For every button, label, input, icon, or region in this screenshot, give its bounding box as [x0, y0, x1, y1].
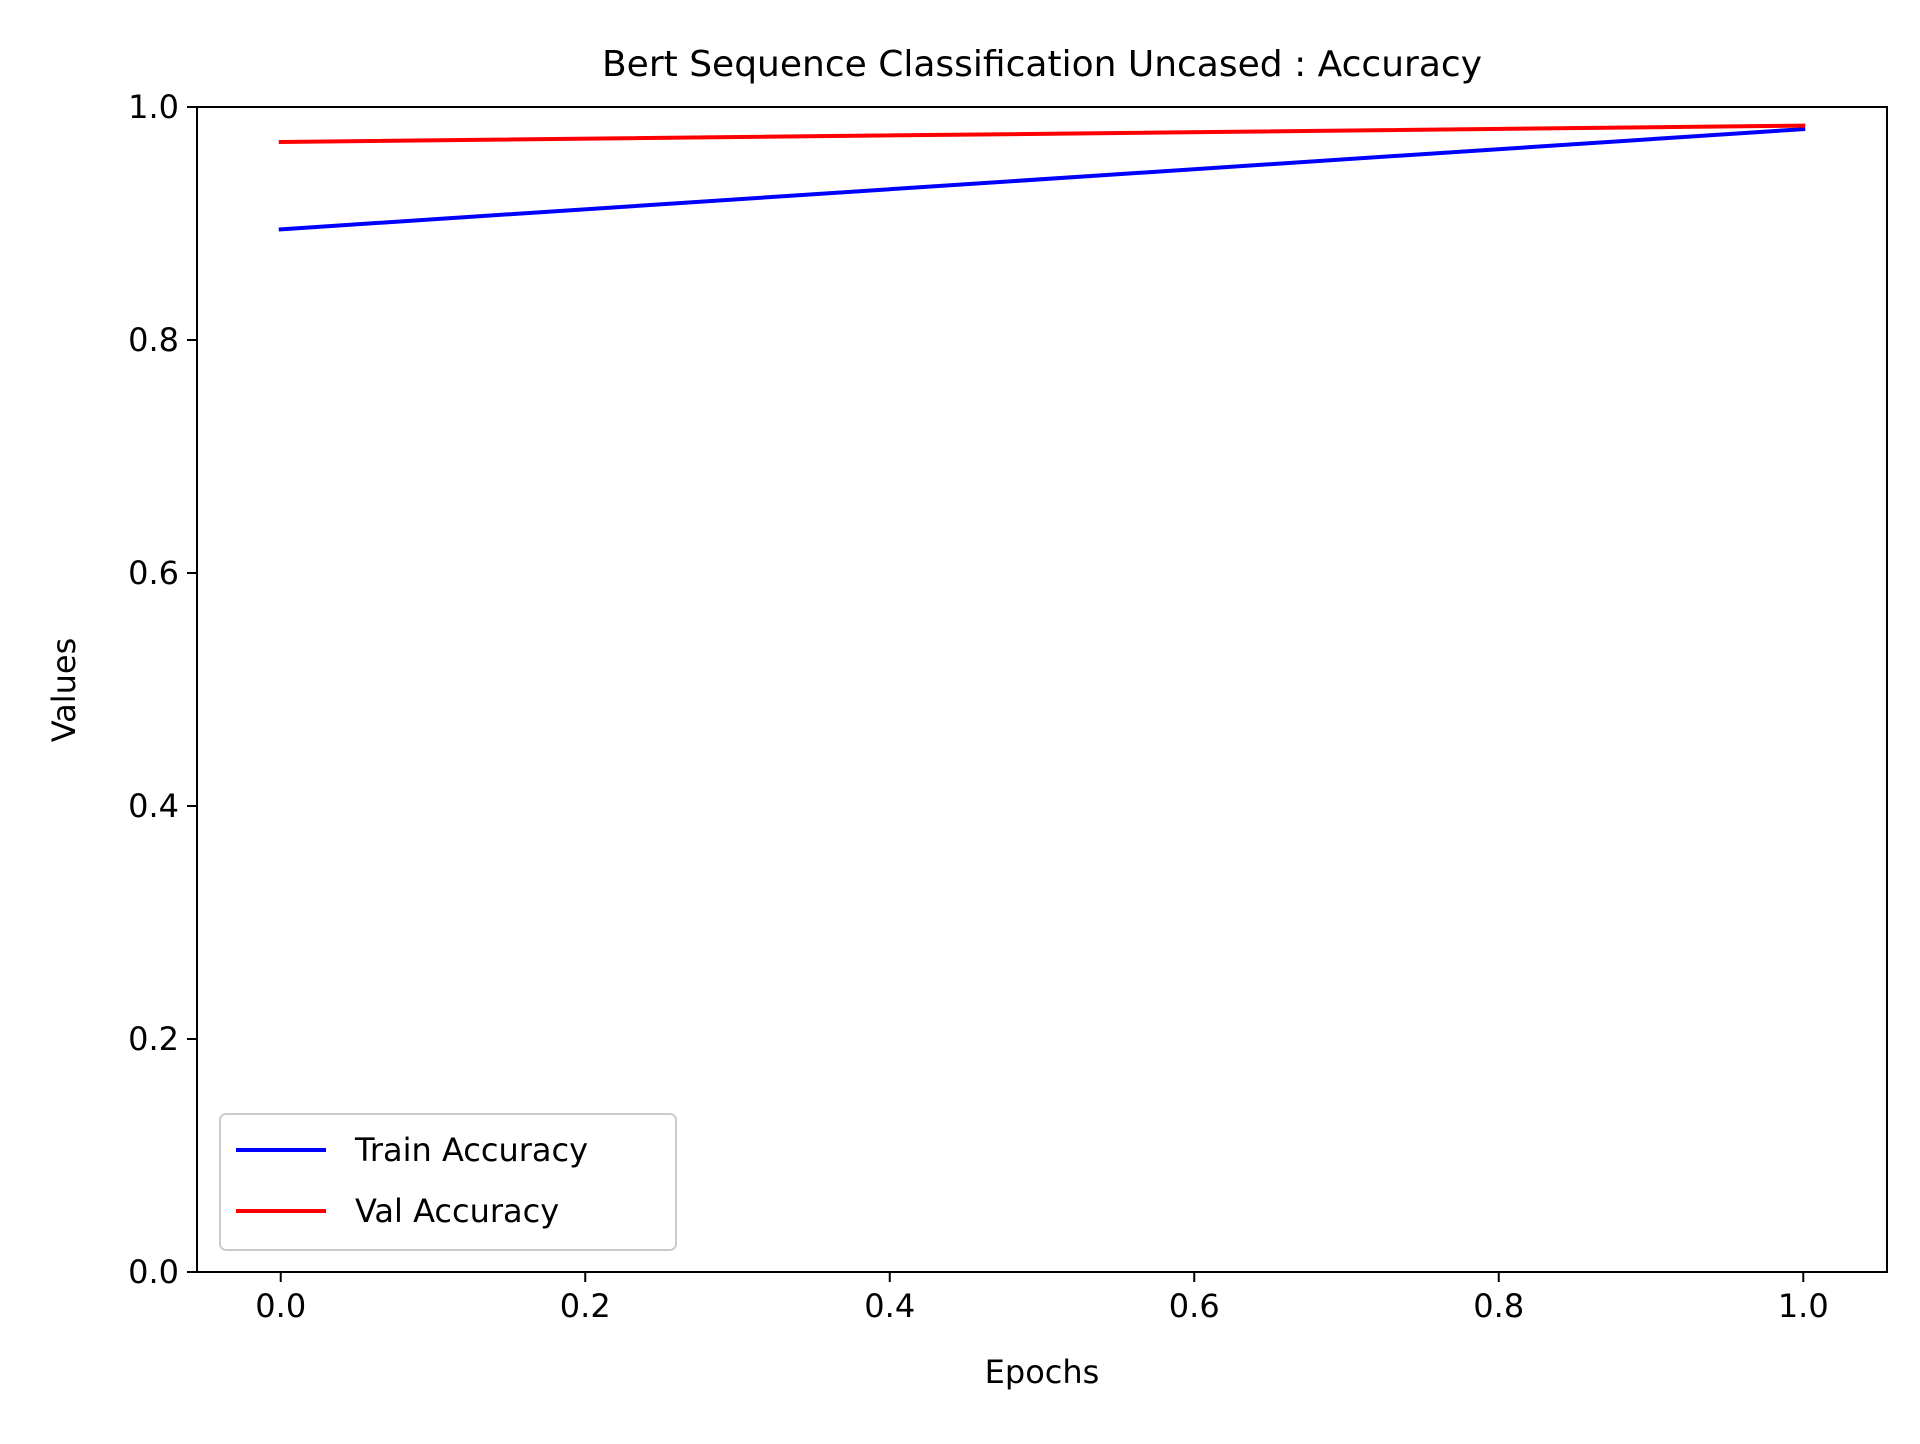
series-line-train-accuracy — [278, 127, 1806, 232]
y-axis-label: Values — [45, 638, 83, 743]
y-tick-label: 0.8 — [128, 321, 179, 359]
x-tick-label: 0.0 — [255, 1287, 306, 1325]
legend: Train Accuracy Val Accuracy — [219, 1113, 677, 1251]
x-axis-label: Epochs — [985, 1353, 1100, 1391]
y-tick-label: 1.0 — [128, 88, 179, 126]
y-tick-label: 0.6 — [128, 554, 179, 592]
y-axis-ticks: 0.0 0.2 0.4 0.6 0.8 1.0 — [128, 88, 197, 1291]
chart-title: Bert Sequence Classification Uncased : A… — [602, 44, 1482, 85]
legend-label-train-accuracy: Train Accuracy — [354, 1131, 588, 1169]
series-line-val-accuracy — [278, 123, 1806, 144]
plot-frame — [196, 106, 1888, 1273]
y-tick-label: 0.0 — [128, 1253, 179, 1291]
x-tick-label: 0.8 — [1473, 1287, 1524, 1325]
x-tick-label: 1.0 — [1778, 1287, 1829, 1325]
plot-area — [278, 123, 1806, 232]
legend-label-val-accuracy: Val Accuracy — [355, 1192, 559, 1230]
y-tick-label: 0.2 — [128, 1020, 179, 1058]
x-axis-ticks: 0.0 0.2 0.4 0.6 0.8 1.0 — [255, 1272, 1829, 1325]
y-tick-label: 0.4 — [128, 787, 179, 825]
legend-box — [219, 1113, 677, 1251]
x-tick-label: 0.6 — [1169, 1287, 1220, 1325]
x-tick-label: 0.2 — [560, 1287, 611, 1325]
x-tick-label: 0.4 — [864, 1287, 915, 1325]
